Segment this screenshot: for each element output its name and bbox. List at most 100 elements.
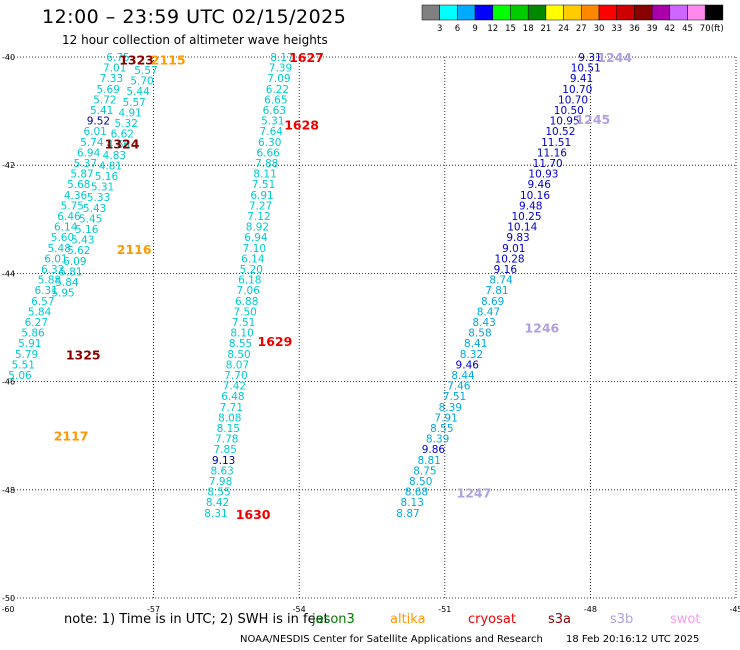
legend-sat-jason3: jason3: [312, 612, 355, 627]
swh-value: 8.13: [401, 497, 424, 509]
swh-value: 7.01: [103, 63, 126, 75]
colorbar-unit: (ft): [711, 24, 724, 34]
lat-tick-label: -44: [2, 269, 15, 278]
colorbar-swatch: [651, 4, 671, 21]
lon-tick-label: -45: [729, 605, 740, 614]
swh-value: 8.69: [481, 296, 504, 308]
swh-value: 7.85: [214, 444, 237, 456]
colorbar-swatch: [616, 4, 635, 21]
pass-number-label: 2115: [151, 53, 186, 68]
swh-value: 7.33: [100, 73, 123, 85]
swh-value: 5.33: [87, 192, 110, 204]
swh-value: 6.14: [241, 253, 265, 265]
lon-tick-label: -54: [293, 605, 306, 614]
lat-tick-label: -50: [2, 594, 15, 603]
pass-number-label: 1247: [457, 486, 492, 501]
swh-value: 7.51: [443, 391, 466, 403]
swh-value: 5.68: [67, 179, 90, 191]
swh-value: 10.95: [550, 116, 580, 128]
swh-value: 6.57: [31, 296, 54, 308]
swh-value: 6.91: [250, 190, 273, 202]
swh-value: 5.16: [75, 224, 99, 236]
colorbar-swatch: [669, 4, 688, 21]
swh-value: 11.16: [537, 147, 567, 159]
swh-value: 5.06: [8, 370, 32, 382]
swh-value: 6.18: [238, 275, 261, 287]
swh-value: 8.15: [217, 423, 240, 435]
swh-value: 7.98: [209, 476, 232, 488]
pass-number-label: 1630: [236, 507, 271, 522]
swh-value: 8.81: [417, 455, 440, 467]
swh-value: 8.39: [439, 402, 462, 414]
swh-value: 7.12: [247, 211, 270, 223]
swh-value: 5.86: [21, 328, 45, 340]
colorbar-label: 18: [523, 24, 534, 34]
lat-tick-label: -40: [2, 53, 15, 62]
swh-value: 5.31: [261, 116, 284, 128]
swh-value: 5.37: [74, 158, 97, 170]
colorbar-label: 30: [594, 24, 605, 34]
pass-number-label: 2117: [54, 429, 89, 444]
swh-value: 5.32: [115, 118, 138, 130]
swh-value: 5.87: [70, 169, 93, 181]
swh-value: 10.25: [511, 211, 541, 223]
swh-value: 6.88: [235, 296, 258, 308]
swh-value: 5.16: [95, 171, 119, 183]
pass-number-label: 1324: [105, 137, 140, 152]
swh-value: 5.57: [122, 97, 145, 109]
colorbar-label: 39: [647, 24, 658, 34]
swh-value: 10.70: [562, 84, 592, 96]
swh-value: 6.65: [264, 94, 287, 106]
legend-sat-altika: altika: [390, 612, 426, 627]
swh-value: 7.09: [267, 73, 290, 85]
swh-value: 6.31: [34, 285, 57, 297]
lon-tick-label: -57: [147, 605, 160, 614]
swh-value: 6.94: [77, 147, 101, 159]
pass-number-label: 1629: [258, 334, 293, 349]
swh-value: 8.63: [210, 465, 233, 477]
swh-value: 7.91: [434, 412, 457, 424]
swh-value: 7.46: [447, 381, 471, 393]
swh-value: 6.75: [106, 52, 129, 64]
swh-value: 10.70: [558, 94, 588, 106]
swh-value: 4.91: [118, 107, 141, 119]
swh-value: 7.39: [269, 63, 292, 75]
colorbar-swatch: [545, 4, 564, 21]
colorbar-swatch: [563, 4, 582, 21]
swh-value: 5.74: [80, 137, 104, 149]
colorbar-label: 24: [558, 24, 569, 34]
swh-value: 5.84: [55, 277, 79, 289]
map-subtitle: 12 hour collection of altimeter wave hei…: [62, 33, 328, 47]
swh-value: 7.10: [243, 243, 266, 255]
colorbar-swatch: [687, 4, 706, 21]
swh-value: 8.42: [206, 497, 229, 509]
swh-value: 5.60: [51, 232, 74, 244]
swh-value: 5.31: [91, 182, 114, 194]
swh-value: 9.52: [87, 116, 110, 128]
swh-value: 8.07: [226, 359, 249, 371]
lat-tick-label: -46: [2, 378, 15, 387]
swh-value: 7.71: [220, 402, 243, 414]
colorbar-swatch: [581, 4, 600, 21]
legend-sat-s3b: s3b: [610, 612, 634, 627]
swh-value: 5.70: [130, 76, 153, 88]
colorbar-label: 33: [611, 24, 622, 34]
swh-value: 6.48: [221, 391, 244, 403]
swh-value: 7.88: [255, 158, 278, 170]
swh-value: 5.48: [48, 243, 71, 255]
swh-value: 6.66: [256, 147, 280, 159]
swh-value: 8.08: [218, 412, 241, 424]
swh-value: 6.30: [258, 137, 281, 149]
swh-value: 6.01: [44, 253, 67, 265]
swh-value: 5.20: [240, 264, 263, 276]
swh-value: 8.39: [426, 434, 449, 446]
swh-value: 9.83: [506, 232, 529, 244]
swh-value: 8.44: [451, 370, 475, 382]
swh-value: 8.55: [229, 338, 252, 350]
swh-value: 8.55: [430, 423, 453, 435]
swh-value: 9.31: [578, 52, 601, 64]
render-timestamp: 18 Feb 20:16:12 UTC 2025: [566, 634, 700, 645]
swh-value: 8.32: [460, 349, 483, 361]
swh-value: 8.92: [246, 222, 269, 234]
swh-value: 6.09: [63, 256, 86, 268]
